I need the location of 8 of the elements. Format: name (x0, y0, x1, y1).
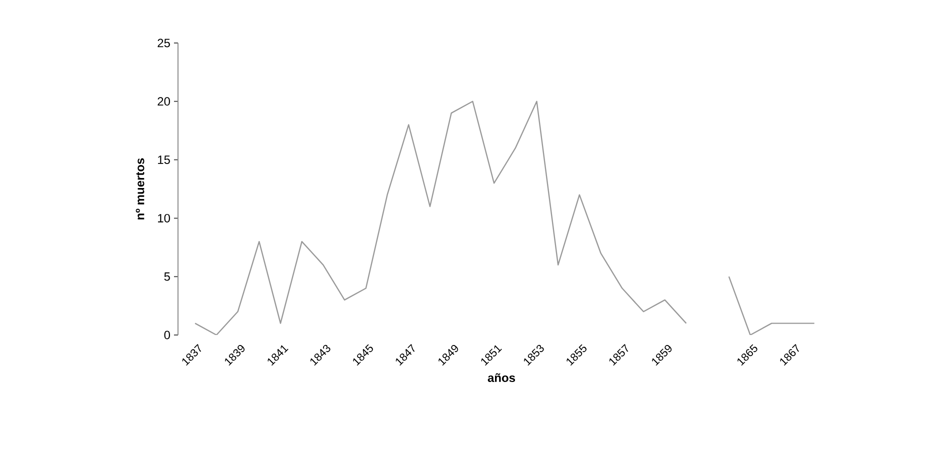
y-tick-label: 25 (158, 38, 170, 48)
y-tick-label: 0 (164, 330, 170, 340)
y-axis-title: nº muertos (136, 158, 144, 220)
y-tick-label: 10 (158, 214, 170, 222)
y-tick-label: 5 (164, 272, 170, 281)
y-tick-label: 20 (158, 97, 170, 106)
x-axis-title: años (488, 373, 516, 382)
y-tick-label: 15 (158, 156, 170, 164)
